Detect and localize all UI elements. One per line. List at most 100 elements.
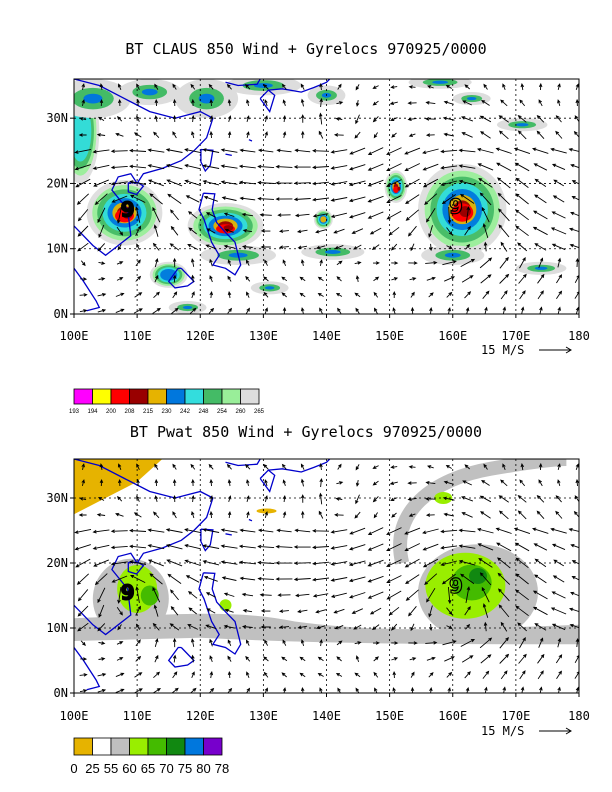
wind-vector <box>135 639 141 647</box>
cloud-contour <box>534 266 548 270</box>
wind-vector <box>263 276 269 282</box>
wind-vector <box>154 495 159 503</box>
pwat-moist-band <box>74 613 579 645</box>
wind-vector <box>257 560 275 565</box>
wind-vector <box>427 85 434 89</box>
wind-vector <box>407 481 417 485</box>
wind-vector <box>188 607 197 615</box>
wind-vector <box>481 99 490 106</box>
wind-vector <box>552 575 565 583</box>
wind-vector <box>513 527 531 535</box>
wind-vector <box>165 163 183 170</box>
wind-vector <box>318 130 324 139</box>
wind-vector <box>79 689 88 693</box>
wind-vector <box>461 116 474 122</box>
pwat-high-core <box>140 585 159 606</box>
wind-vector <box>536 114 545 123</box>
wind-vector <box>354 641 362 645</box>
wind-vector <box>117 98 122 107</box>
wind-vector <box>227 115 232 123</box>
cloud-contour <box>160 268 178 281</box>
wind-vector <box>422 178 439 188</box>
wind-vector <box>315 245 326 250</box>
wind-vector <box>184 544 201 550</box>
x-tick-label: 110E <box>123 329 152 343</box>
wind-vector <box>446 245 453 249</box>
wind-vector <box>575 306 579 314</box>
wind-vector <box>312 545 330 550</box>
wind-vector <box>551 163 566 171</box>
wind-vector <box>276 528 292 533</box>
colorbar-swatch <box>73 737 93 756</box>
wind-vector <box>498 208 510 222</box>
wind-vector <box>479 192 492 206</box>
cloud-contour <box>264 286 275 290</box>
wind-vector <box>297 625 308 630</box>
wind-vector <box>500 670 508 680</box>
wind-vector <box>330 577 348 582</box>
wind-vector <box>351 608 363 614</box>
wind-vector <box>257 148 274 153</box>
wind-vector <box>553 559 565 567</box>
wind-vector <box>191 274 195 283</box>
wind-vector <box>337 83 342 90</box>
wind-vector <box>152 586 161 603</box>
wind-vector <box>205 624 217 630</box>
wind-vector <box>464 225 471 236</box>
wind-vector <box>429 623 433 632</box>
wind-vector <box>172 274 177 283</box>
wind-vector <box>465 623 471 630</box>
wind-vector <box>136 98 140 107</box>
wind-vector <box>227 275 232 282</box>
wind-vector <box>294 148 311 153</box>
wind-vector <box>245 275 251 282</box>
colorbar-swatch <box>166 737 186 756</box>
wind-vector <box>99 463 104 470</box>
wind-vector <box>557 83 561 91</box>
wind-vector <box>515 177 529 188</box>
wind-vector <box>429 686 433 693</box>
wind-vector <box>373 276 380 282</box>
wind-vector <box>571 180 579 185</box>
wind-vector <box>293 561 311 566</box>
wind-vector <box>246 115 250 123</box>
wind-vector <box>372 116 379 123</box>
coastline <box>198 192 242 276</box>
wind-vector <box>281 672 287 678</box>
wind-vector <box>367 179 384 187</box>
wind-vector <box>191 98 195 107</box>
wind-vector <box>464 671 471 679</box>
wind-vector <box>165 528 183 533</box>
wind-vector <box>407 225 417 237</box>
wind-vector <box>282 99 287 106</box>
wind-vector <box>154 478 159 487</box>
wind-vector <box>534 178 547 187</box>
wind-vector <box>241 592 254 597</box>
wind-vector <box>355 84 360 91</box>
wind-vector <box>299 672 306 678</box>
wind-vector <box>110 529 128 534</box>
chart1-title: BT CLAUS 850 Wind + Gyrelocs 970925/0000 <box>125 40 487 58</box>
wind-vector <box>499 273 510 284</box>
wind-vector <box>92 149 110 154</box>
wind-vector <box>537 653 545 664</box>
wind-vector <box>317 656 324 662</box>
gyre-symbol: 9 <box>449 574 463 598</box>
colorbar-swatch <box>184 737 204 756</box>
wind-vector <box>281 292 287 298</box>
wind-vector <box>477 527 494 534</box>
wind-vector <box>223 592 235 597</box>
wind-vector <box>117 496 123 502</box>
wind-vector <box>257 544 275 549</box>
wind-vector <box>135 655 142 662</box>
wind-vector <box>275 197 293 201</box>
wind-vector <box>78 513 87 517</box>
wind-vector <box>99 98 104 107</box>
wind-vector <box>147 528 165 533</box>
wind-reference-arrowhead <box>565 727 572 735</box>
wind-vector <box>407 497 417 502</box>
wind-vector <box>555 495 562 503</box>
wind-vector <box>263 83 269 90</box>
wind-vector <box>134 672 143 678</box>
